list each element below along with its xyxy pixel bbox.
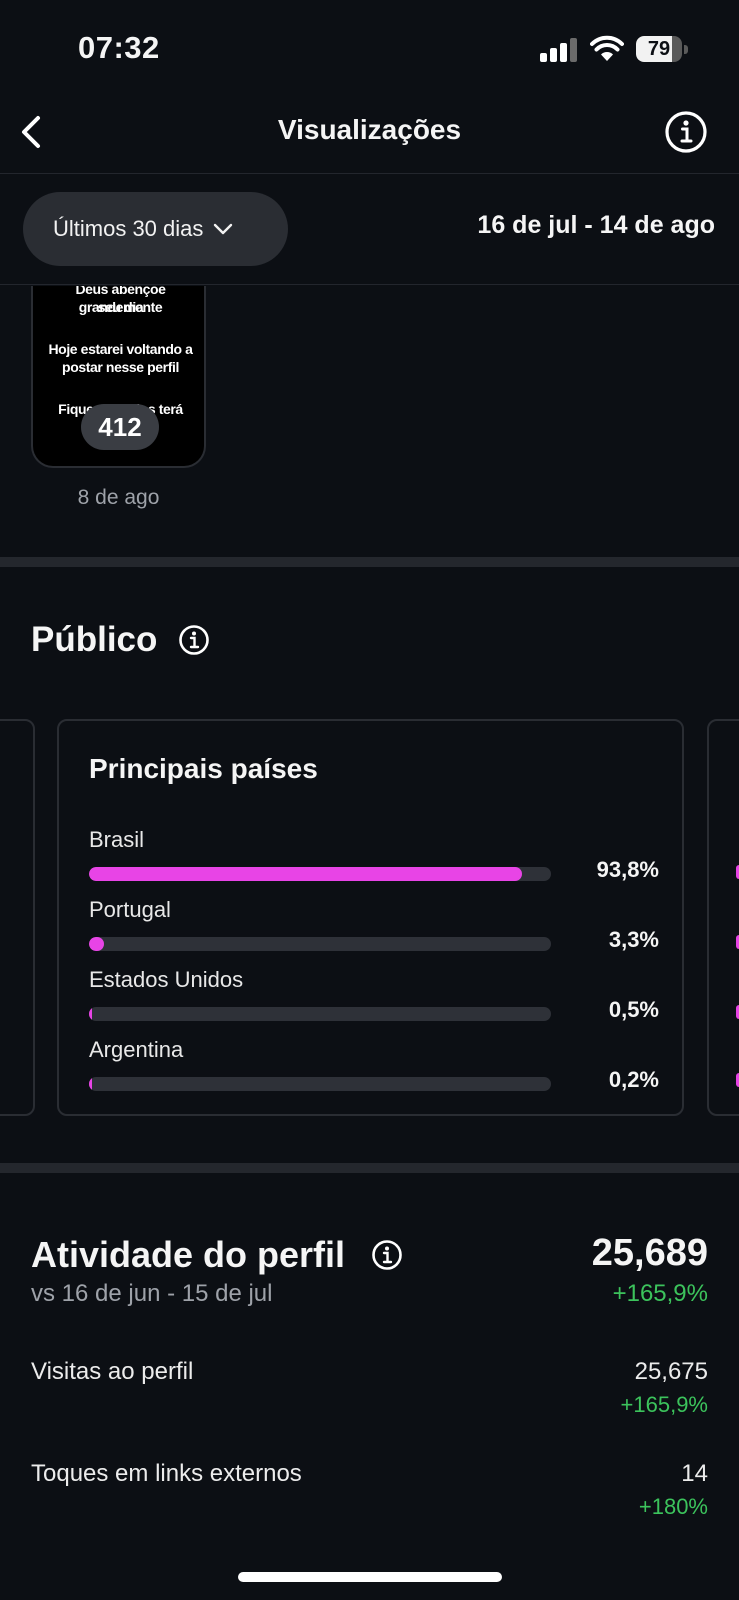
- country-percent: 93,8%: [596, 857, 659, 882]
- metric-profile-visits-value: 25,675: [634, 1358, 708, 1385]
- cellular-signal-icon: [540, 38, 577, 62]
- country-name: Argentina: [89, 1037, 184, 1062]
- metric-external-links-value: 14: [681, 1460, 708, 1487]
- country-bar-track: [89, 1007, 551, 1021]
- country-row-portugal: Portugal 3,3%: [89, 897, 659, 957]
- activity-title: Atividade do perfil: [31, 1234, 346, 1275]
- back-button[interactable]: [14, 112, 54, 152]
- country-percent: 0,2%: [608, 1067, 659, 1092]
- country-name: Brasil: [89, 827, 145, 852]
- metric-external-links-change: +180%: [638, 1494, 708, 1519]
- post-text-line: seu dia: [97, 299, 144, 315]
- edge-bar: [736, 865, 739, 879]
- country-row-argentina: Argentina 0,2%: [89, 1037, 659, 1097]
- page-title: Visualizações: [277, 114, 462, 145]
- edge-bar: [736, 1005, 739, 1019]
- post-views-badge: 412: [81, 404, 159, 450]
- metric-profile-visits-label: Visitas ao perfil: [31, 1358, 194, 1385]
- metric-external-links-label: Toques em links externos: [31, 1460, 302, 1487]
- activity-total-change: +165,9%: [612, 1280, 708, 1307]
- country-bar-fill: [89, 1007, 92, 1021]
- audience-card-previous[interactable]: [0, 719, 35, 1116]
- filter-row: Últimos 30 dias 16 de jul - 14 de ago: [0, 175, 739, 285]
- date-range-dropdown-label: Últimos 30 dias: [53, 216, 204, 241]
- chevron-down-icon: [214, 223, 233, 235]
- battery-level: 79: [647, 38, 671, 60]
- date-range-dropdown[interactable]: Últimos 30 dias: [23, 192, 288, 266]
- post-date: 8 de ago: [77, 486, 160, 509]
- post-text-line: postar nesse perfil: [62, 359, 179, 375]
- status-bar: 07:32 79: [0, 0, 739, 100]
- edge-bar: [736, 1073, 739, 1087]
- section-divider: [0, 557, 739, 567]
- country-row-brasil: Brasil 93,8%: [89, 827, 659, 887]
- top-countries-card: Principais países Brasil 93,8% Portugal …: [57, 719, 684, 1116]
- country-bar-track: [89, 867, 551, 881]
- info-icon[interactable]: [178, 624, 210, 656]
- country-bar-track: [89, 1077, 551, 1091]
- country-name: Portugal: [89, 897, 171, 922]
- post-thumbnail[interactable]: Deus abençoe grandemente seu dia Hoje es…: [31, 286, 206, 468]
- battery-icon: 79: [636, 36, 688, 62]
- audience-card-next[interactable]: [707, 719, 739, 1116]
- status-time: 07:32: [78, 30, 160, 65]
- activity-comparison-period: vs 16 de jun - 15 de jul: [31, 1280, 273, 1307]
- post-text-line: Deus abençoe grandemente: [75, 286, 166, 315]
- country-percent: 3,3%: [608, 927, 659, 952]
- info-icon[interactable]: [664, 110, 708, 154]
- country-name: Estados Unidos: [89, 967, 244, 992]
- country-bar-fill: [89, 937, 105, 951]
- wifi-icon: [590, 35, 624, 61]
- activity-total: 25,689: [591, 1232, 708, 1274]
- nav-header: Visualizações: [0, 100, 739, 174]
- section-divider: [0, 1163, 739, 1173]
- date-range-text: 16 de jul - 14 de ago: [477, 211, 715, 239]
- country-bar-fill: [89, 867, 523, 881]
- info-icon[interactable]: [371, 1239, 403, 1271]
- audience-title: Público: [31, 620, 158, 659]
- post-text-line: Hoje estarei voltando a: [48, 341, 193, 357]
- home-indicator[interactable]: [238, 1572, 502, 1582]
- country-bar-track: [89, 937, 551, 951]
- metric-profile-visits-change: +165,9%: [620, 1392, 708, 1417]
- country-row-estados-unidos: Estados Unidos 0,5%: [89, 967, 659, 1027]
- country-bar-fill: [89, 1077, 92, 1091]
- edge-bar: [736, 935, 739, 949]
- top-countries-title: Principais países: [89, 753, 318, 784]
- country-percent: 0,5%: [608, 997, 659, 1022]
